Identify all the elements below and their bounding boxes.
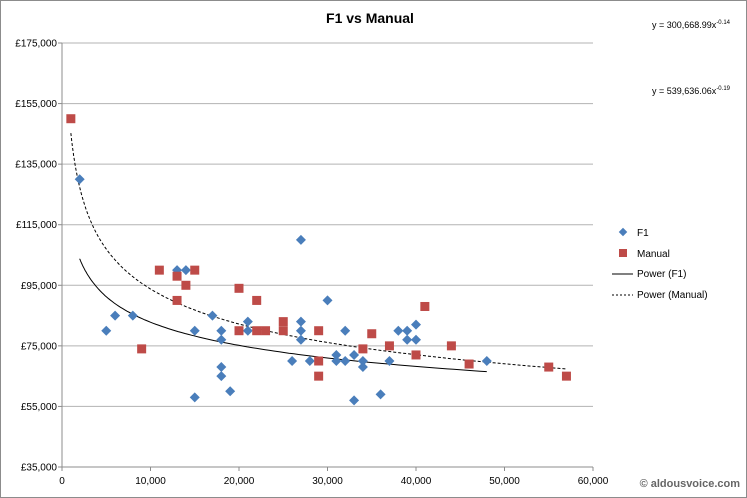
f1-point xyxy=(481,356,492,366)
f1-point xyxy=(402,325,413,336)
y-tick-label: £155,000 xyxy=(15,99,57,110)
f1-point xyxy=(322,295,333,306)
manual-point xyxy=(544,362,554,372)
y-tick-label: £115,000 xyxy=(16,220,57,231)
legend-marker-square xyxy=(619,249,627,257)
watermark: © aldousvoice.com xyxy=(640,478,741,490)
data-points xyxy=(66,114,571,406)
trendline-equation-manual: y = 539,636.06x-0.19 xyxy=(652,86,731,96)
manual-point xyxy=(314,356,324,366)
manual-point xyxy=(234,326,244,336)
f1-point xyxy=(393,325,404,336)
f1-point xyxy=(295,234,306,245)
f1-point xyxy=(411,334,421,345)
manual-point xyxy=(66,114,76,124)
y-tick-label: £95,000 xyxy=(21,281,58,292)
manual-point xyxy=(154,265,164,275)
f1-point xyxy=(242,325,253,336)
x-tick-label: 10,000 xyxy=(135,476,166,487)
manual-point xyxy=(420,301,430,311)
manual-point xyxy=(181,280,191,290)
f1-point xyxy=(340,325,351,336)
manual-point xyxy=(446,341,456,351)
f1-point xyxy=(216,325,227,336)
manual-point xyxy=(234,283,244,293)
f1-point xyxy=(402,334,413,345)
manual-point xyxy=(358,344,368,354)
legend-item-manual: Manual xyxy=(619,249,670,260)
y-tick-label: £135,000 xyxy=(15,160,57,171)
x-tick-label: 50,000 xyxy=(489,476,520,487)
f1-point xyxy=(349,349,360,360)
f1-point xyxy=(74,174,85,185)
f1-point xyxy=(216,371,227,382)
manual-point xyxy=(314,326,324,336)
f1-point xyxy=(340,356,351,366)
legend-item-power-manual: Power (Manual) xyxy=(612,290,708,301)
x-tick-label: 60,000 xyxy=(578,476,609,487)
f1-point xyxy=(189,392,200,403)
f1-point xyxy=(287,356,298,366)
x-axis-ticks: 0 10,000 20,000 30,000 40,000 50,000 60,000 xyxy=(59,476,609,487)
f1-point xyxy=(295,334,306,345)
trendline-equation-f1: y = 300,668.99x-0.14 xyxy=(652,20,731,30)
manual-point xyxy=(411,350,421,360)
f1-point xyxy=(331,356,342,366)
manual-point xyxy=(252,295,262,305)
f1-point xyxy=(411,319,421,330)
f1-point xyxy=(357,362,368,373)
y-tick-label: £75,000 xyxy=(21,341,58,352)
chart-title: F1 vs Manual xyxy=(326,10,414,26)
x-tick-label: 20,000 xyxy=(224,476,255,487)
manual-point xyxy=(464,359,474,369)
manual-point xyxy=(172,271,182,281)
f1-point xyxy=(384,356,395,366)
f1-point xyxy=(225,386,236,397)
y-tick-label: £35,000 xyxy=(21,463,58,474)
f1-point xyxy=(295,325,306,336)
manual-point xyxy=(367,329,377,339)
f1-point xyxy=(216,334,227,345)
x-tick-label: 30,000 xyxy=(312,476,343,487)
f1-point xyxy=(216,362,227,373)
manual-point xyxy=(137,344,147,354)
f1-point xyxy=(349,395,360,406)
manual-point xyxy=(190,265,200,275)
y-axis-ticks: £35,000 £55,000 £75,000 £95,000 £115,000 £135… xyxy=(15,39,57,474)
manual-point xyxy=(261,326,271,336)
legend-item-power-f1: Power (F1) xyxy=(612,269,686,280)
f1-point xyxy=(180,265,191,276)
manual-point xyxy=(252,326,262,336)
f1-point xyxy=(189,325,200,336)
f1-point xyxy=(242,316,253,327)
manual-point xyxy=(172,295,182,305)
svg-text:Manual: Manual xyxy=(637,249,670,260)
f1-point xyxy=(375,389,386,400)
f1-point xyxy=(101,325,112,336)
f1-point xyxy=(304,356,315,366)
y-tick-label: £55,000 xyxy=(21,402,58,413)
x-tick-label: 40,000 xyxy=(401,476,432,487)
x-tick-label: 0 xyxy=(59,476,65,487)
svg-text:Power (Manual): Power (Manual) xyxy=(637,290,708,301)
manual-point xyxy=(384,341,394,351)
manual-point xyxy=(278,317,288,327)
f1-point xyxy=(127,310,138,321)
f1-point xyxy=(295,316,306,327)
f1-point xyxy=(331,349,342,360)
svg-text:F1: F1 xyxy=(637,228,649,239)
gridlines xyxy=(58,42,594,471)
f1-point xyxy=(110,310,121,321)
f1-point xyxy=(357,356,368,366)
svg-text:Power (F1): Power (F1) xyxy=(637,269,686,280)
manual-point xyxy=(278,326,288,336)
f1-point xyxy=(207,310,218,321)
manual-point xyxy=(314,371,324,381)
manual-point xyxy=(561,371,571,381)
y-tick-label: £175,000 xyxy=(15,39,57,50)
